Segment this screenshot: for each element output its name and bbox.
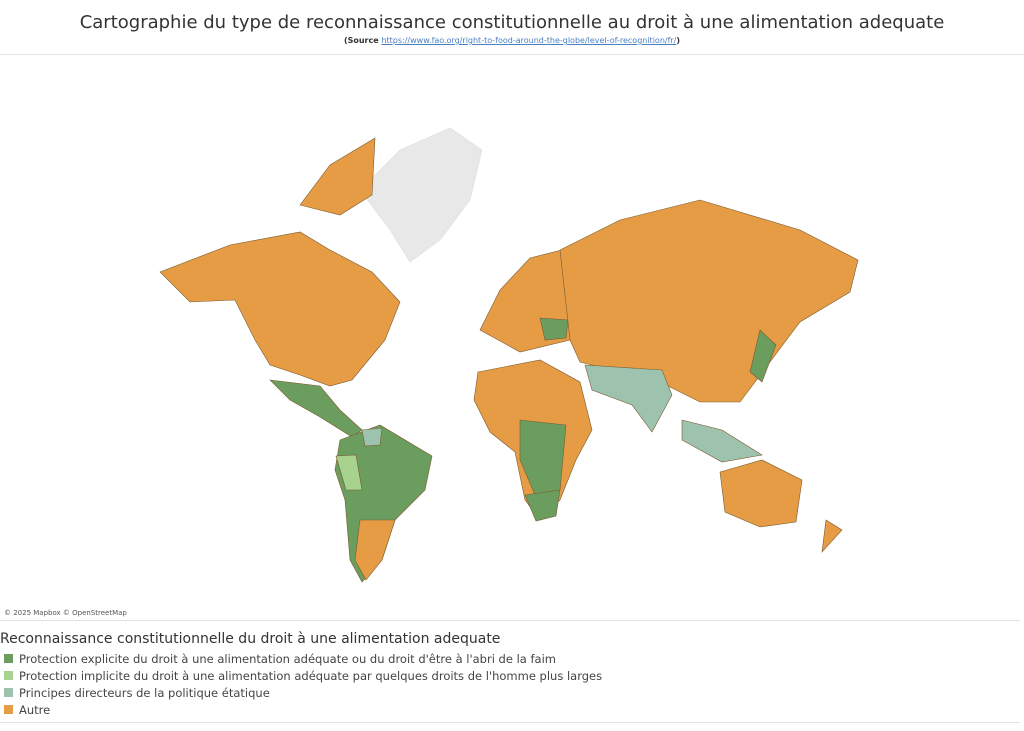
legend: Reconnaissance constitutionnelle du droi… [0, 620, 1020, 723]
source-suffix: ) [676, 36, 681, 45]
legend-swatch [4, 654, 13, 663]
legend-item: Protection implicite du droit à une alim… [0, 667, 1020, 684]
title: Cartographie du type de reconnaissance c… [79, 12, 945, 33]
region [584, 364, 673, 433]
legend-swatch [4, 705, 13, 714]
region [719, 459, 803, 528]
source: (Source https://www.fao.org/right-to-foo… [0, 36, 1024, 45]
legend-swatch [4, 688, 13, 697]
region [524, 489, 561, 522]
legend-label: Principes directeurs de la politique éta… [19, 685, 270, 700]
legend-title: Reconnaissance constitutionnelle du droi… [0, 631, 501, 647]
region [681, 419, 763, 463]
legend-label: Autre [19, 702, 51, 717]
separator [0, 54, 1024, 55]
region [539, 317, 569, 341]
region [159, 231, 401, 387]
greenland [359, 127, 483, 263]
region [361, 427, 383, 447]
legend-item: Protection explicite du droit à une alim… [0, 650, 1020, 667]
region [821, 519, 843, 553]
legend-label: Protection explicite du droit à une alim… [19, 651, 556, 666]
region [335, 454, 363, 491]
attribution: © 2025 Mapbox © OpenStreetMap [4, 609, 127, 617]
region [299, 137, 376, 216]
legend-swatch [4, 671, 13, 680]
region [749, 329, 777, 383]
legend-items: Protection explicite du droit à une alim… [0, 650, 1020, 718]
legend-item: Autre [0, 701, 1020, 718]
source-prefix: (Source [343, 36, 382, 45]
legend-label: Protection implicite du droit à une alim… [19, 668, 603, 683]
region [269, 379, 363, 438]
region [354, 519, 396, 581]
legend-item: Principes directeurs de la politique éta… [0, 684, 1020, 701]
source-link[interactable]: https://www.fao.org/right-to-food-around… [381, 36, 677, 45]
map [159, 127, 859, 583]
region [334, 424, 433, 583]
